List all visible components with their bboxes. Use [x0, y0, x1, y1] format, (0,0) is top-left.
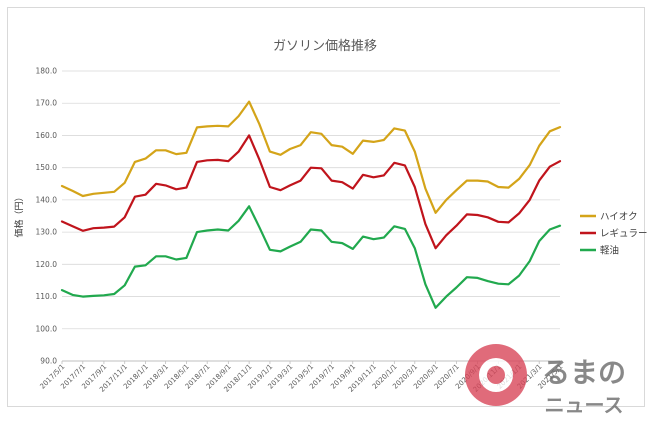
- series-line-2: [60, 205, 562, 309]
- legend-label: 軽油: [600, 245, 619, 257]
- watermark-badge-dot: [487, 366, 505, 384]
- y-tick-label: 120.0: [36, 260, 58, 269]
- y-tick-label: 170.0: [36, 99, 58, 108]
- y-tick-label: 160.0: [36, 131, 58, 140]
- series-lines: [60, 100, 562, 309]
- y-tick-label: 140.0: [36, 195, 58, 204]
- y-axis-ticks: 90.0 100.0 110.0 120.0 130.0 140.0 150.0 160.0 1…: [36, 67, 58, 366]
- series-line-1: [60, 134, 562, 250]
- watermark-text-line2: ニュース: [545, 393, 624, 417]
- legend-label: ハイオク: [600, 212, 638, 223]
- y-tick-label: 180.0: [36, 67, 58, 76]
- y-tick-label: 130.0: [36, 228, 58, 237]
- y-tick-label: 100.0: [36, 324, 58, 333]
- watermark-text-line1: るまの: [542, 356, 626, 389]
- y-tick-label: 110.0: [36, 292, 58, 301]
- series-line-0: [60, 100, 562, 214]
- watermark-logo: るまの ニュース: [465, 344, 626, 417]
- chart-title: ガソリン価格推移: [273, 38, 377, 54]
- y-axis-label: 価格（円）: [13, 192, 25, 237]
- y-tick-label: 150.0: [36, 163, 58, 172]
- legend-label: レギュラー: [600, 229, 648, 240]
- y-tick-label: 90.0: [40, 357, 57, 366]
- chart-frame: [7, 7, 645, 407]
